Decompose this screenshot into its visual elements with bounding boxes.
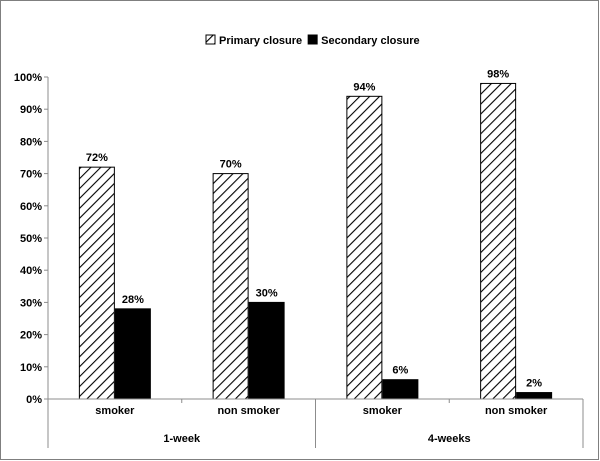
x-category-label: smoker bbox=[363, 405, 403, 417]
bar-value-label: 30% bbox=[256, 287, 278, 299]
y-tick-label: 60% bbox=[20, 201, 42, 213]
y-tick-label: 90% bbox=[20, 104, 42, 116]
bar-value-label: 70% bbox=[220, 159, 242, 171]
bar-value-label: 2% bbox=[526, 378, 542, 390]
x-group-label: 1-week bbox=[163, 433, 201, 445]
secondary-closure-bar bbox=[248, 301, 285, 400]
y-tick-label: 40% bbox=[20, 265, 42, 277]
legend-swatch-primary bbox=[205, 34, 216, 45]
primary-closure-bar bbox=[480, 82, 517, 400]
bar-value-label: 94% bbox=[353, 81, 375, 93]
legend-label: Secondary closure bbox=[321, 35, 419, 47]
bar-value-label: 98% bbox=[487, 68, 509, 80]
secondary-closure-bar bbox=[516, 392, 553, 400]
secondary-closure-bar bbox=[114, 308, 151, 400]
y-tick-label: 80% bbox=[20, 136, 42, 148]
x-category-label: non smoker bbox=[485, 405, 548, 417]
bar-value-label: 72% bbox=[86, 152, 108, 164]
y-tick-label: 10% bbox=[20, 362, 42, 374]
legend-swatch-secondary bbox=[307, 34, 318, 45]
y-tick-label: 30% bbox=[20, 297, 42, 309]
primary-closure-bar bbox=[78, 166, 115, 400]
y-tick-label: 70% bbox=[20, 169, 42, 181]
y-tick-label: 50% bbox=[20, 233, 42, 245]
bars: 72% 28% 70% 30% 94% 6% 98% 2% bbox=[78, 68, 553, 400]
secondary-closure-bar bbox=[382, 379, 419, 400]
x-category-label: non smoker bbox=[217, 405, 280, 417]
primary-closure-bar bbox=[346, 95, 383, 400]
y-tick-label: 20% bbox=[20, 330, 42, 342]
x-axis: smoker non smoker smoker non smoker 1-week 4-… bbox=[47, 398, 584, 448]
legend-label: Primary closure bbox=[219, 35, 302, 47]
x-category-label: smoker bbox=[95, 405, 135, 417]
y-tick-label: 100% bbox=[14, 72, 42, 84]
y-tick-label: 0% bbox=[26, 394, 42, 406]
bar-value-label: 6% bbox=[392, 365, 408, 377]
bar-value-label: 28% bbox=[122, 294, 144, 306]
legend: Primary closure Secondary closure bbox=[205, 34, 420, 47]
primary-closure-bar bbox=[212, 173, 249, 400]
y-axis: 0% 10% 20% 30% 40% 50% 60% 70% 80% 90% 100% bbox=[14, 72, 49, 406]
x-group-label: 4-weeks bbox=[428, 433, 471, 445]
